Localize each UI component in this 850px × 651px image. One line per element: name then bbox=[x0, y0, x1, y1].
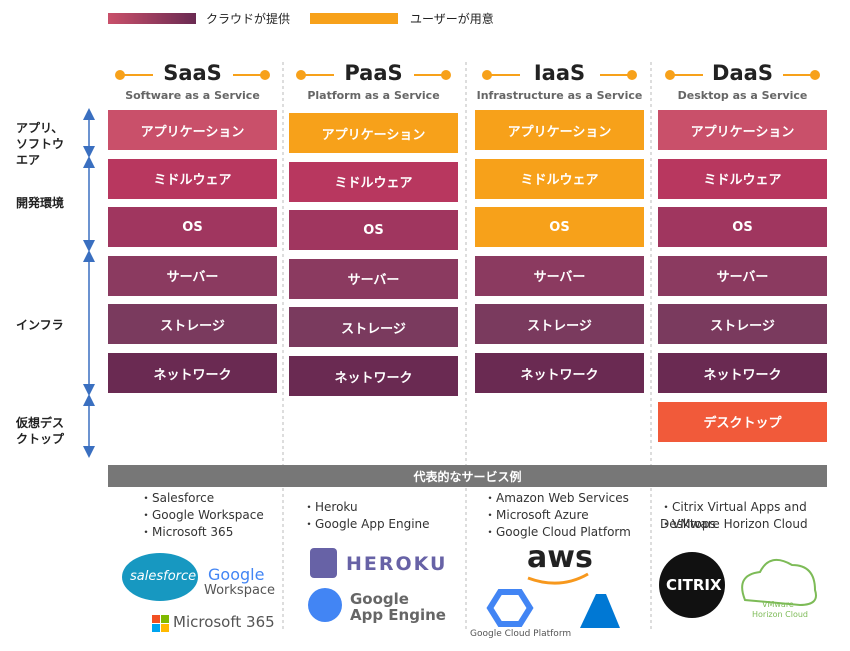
example: ・Amazon Web Services bbox=[484, 491, 629, 505]
layer: ネットワーク bbox=[289, 356, 458, 396]
layer: サーバー bbox=[475, 255, 644, 296]
logo-shape bbox=[659, 552, 725, 618]
logo-shape bbox=[161, 615, 169, 623]
column-dividers bbox=[282, 62, 652, 630]
logo-text: Google Cloud Platform bbox=[470, 629, 572, 639]
logo-shape bbox=[152, 615, 160, 623]
column-title: SaaS bbox=[152, 61, 233, 85]
logo-text: salesforce bbox=[130, 569, 197, 584]
legend-swatch bbox=[108, 13, 196, 24]
layer: ストレージ bbox=[108, 304, 277, 345]
side-label: 仮想デス bbox=[16, 416, 65, 430]
example: ・Google Workspace bbox=[140, 508, 264, 522]
layer: サーバー bbox=[658, 255, 827, 296]
header-dot bbox=[627, 70, 637, 80]
side-label: ソフトウ bbox=[16, 137, 65, 151]
example: ・Microsoft Azure bbox=[484, 508, 589, 522]
header-dot bbox=[441, 70, 451, 80]
logo-shape bbox=[741, 558, 817, 607]
layer: OS bbox=[475, 207, 644, 248]
examples-title: 代表的なサービス例 bbox=[413, 470, 522, 484]
layer: ネットワーク bbox=[108, 353, 277, 393]
side-label: インフラ bbox=[16, 318, 64, 332]
logo-text: VMware bbox=[762, 600, 794, 609]
layer: ミドルウェア bbox=[658, 158, 827, 199]
header-dot bbox=[115, 70, 125, 80]
logo-shape bbox=[308, 588, 342, 622]
layer: OS bbox=[658, 207, 827, 248]
layer: ネットワーク bbox=[658, 353, 827, 393]
layer: OS bbox=[108, 207, 277, 248]
logo-text: Workspace bbox=[204, 583, 276, 598]
logo-text: App Engine bbox=[350, 606, 446, 624]
side-label: アプリ、 bbox=[16, 121, 64, 135]
logo-text: CITRIX bbox=[666, 576, 722, 594]
example: ・Microsoft 365 bbox=[140, 525, 234, 539]
example: ・VMware Horizon Cloud bbox=[660, 517, 808, 531]
layer: サーバー bbox=[108, 255, 277, 296]
logo-shape bbox=[527, 572, 589, 585]
logo-shape bbox=[310, 548, 337, 578]
logo-shape bbox=[161, 624, 169, 632]
example: ・Google Cloud Platform bbox=[484, 525, 631, 539]
layer: ストレージ bbox=[658, 304, 827, 345]
header-dot bbox=[810, 70, 820, 80]
logo-shape bbox=[486, 589, 534, 627]
examples-bar bbox=[108, 465, 827, 487]
column-subtitle: Software as a Service bbox=[125, 89, 260, 102]
legend-swatch bbox=[310, 13, 398, 24]
layer: OS bbox=[289, 210, 458, 251]
layer: ミドルウェア bbox=[475, 158, 644, 199]
layer: サーバー bbox=[289, 258, 458, 299]
layer: デスクトップ bbox=[658, 401, 827, 442]
column-title: PaaS bbox=[333, 61, 414, 85]
header-dot bbox=[296, 70, 306, 80]
example: ・Salesforce bbox=[140, 491, 215, 505]
column-subtitle: Platform as a Service bbox=[307, 89, 440, 102]
logo-text: Horizon Cloud bbox=[752, 610, 808, 619]
column-subtitle: Desktop as a Service bbox=[677, 89, 808, 102]
header-dot bbox=[260, 70, 270, 80]
logo-text: Google bbox=[350, 590, 409, 608]
layer: ミドルウェア bbox=[108, 158, 277, 199]
column-title: IaaS bbox=[519, 61, 600, 85]
logo-shape bbox=[580, 594, 620, 628]
example: ・Heroku bbox=[303, 500, 358, 514]
side-label: エア bbox=[16, 153, 41, 167]
logo-shape bbox=[152, 624, 160, 632]
column-subtitle: Infrastructure as a Service bbox=[476, 89, 643, 102]
layer: アプリケーション bbox=[475, 110, 644, 150]
layer: アプリケーション bbox=[289, 113, 458, 153]
logo-text: Microsoft 365 bbox=[173, 613, 275, 631]
logo-shape bbox=[122, 553, 198, 601]
example: ・Citrix Virtual Apps and Desktops bbox=[660, 500, 807, 531]
column-title: DaaS bbox=[702, 61, 783, 85]
example: ・Google App Engine bbox=[303, 517, 430, 531]
logo-text: Google bbox=[208, 565, 265, 584]
layer: ストレージ bbox=[475, 304, 644, 345]
header-dot bbox=[482, 70, 492, 80]
side-label: 開発環境 bbox=[16, 196, 65, 210]
legend-label: クラウドが提供 bbox=[206, 12, 291, 26]
layer: ネットワーク bbox=[475, 353, 644, 393]
layer: アプリケーション bbox=[658, 110, 827, 150]
logo-text: aws bbox=[527, 540, 593, 575]
layer: アプリケーション bbox=[108, 110, 277, 150]
layer: ストレージ bbox=[289, 307, 458, 348]
legend-label: ユーザーが用意 bbox=[410, 12, 494, 26]
layer: ミドルウェア bbox=[289, 161, 458, 202]
logo-text: HEROKU bbox=[346, 553, 448, 575]
side-label: クトップ bbox=[16, 432, 65, 446]
header-dot bbox=[665, 70, 675, 80]
